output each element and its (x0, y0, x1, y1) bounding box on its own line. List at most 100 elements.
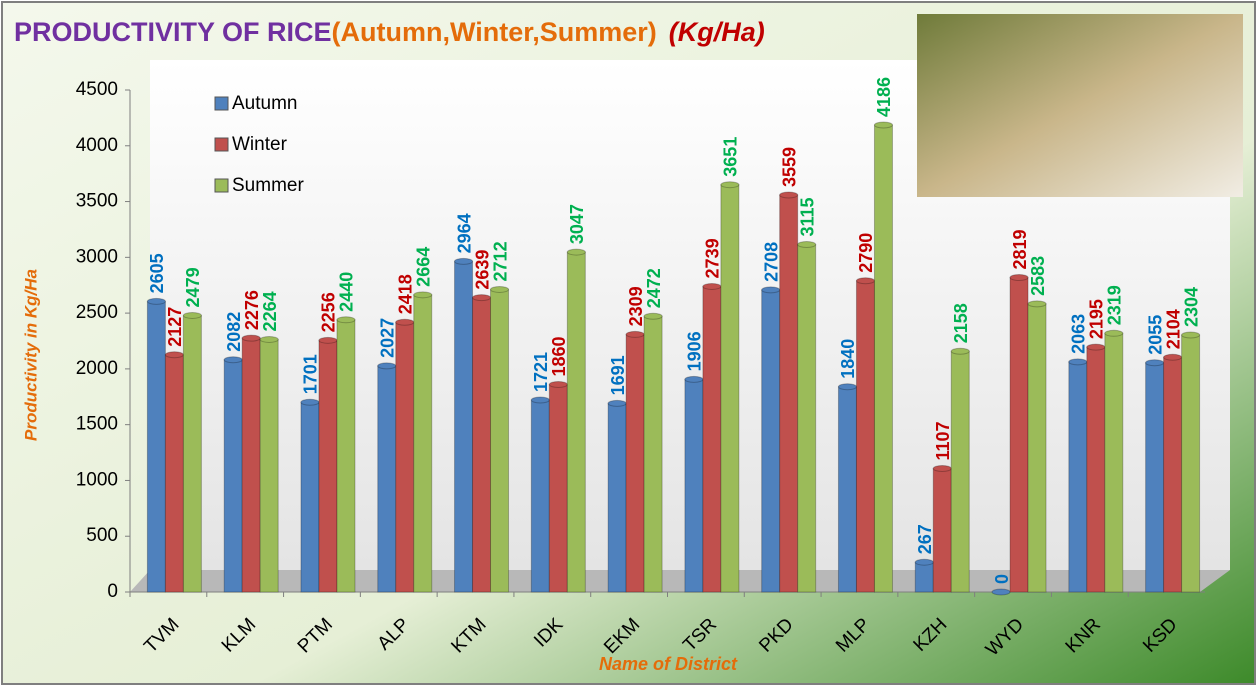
y-tick-label: 500 (86, 525, 118, 546)
bar-cap (491, 286, 509, 292)
data-label: 2082 (224, 312, 244, 352)
bar-cap (242, 335, 260, 341)
data-label: 1906 (685, 331, 705, 371)
y-tick-label: 2500 (76, 302, 118, 323)
bar-cap (780, 192, 798, 198)
bar (856, 281, 874, 592)
y-tick-label: 4500 (76, 79, 118, 100)
data-label: 1107 (933, 421, 953, 460)
bar-cap (1028, 301, 1046, 307)
bar (1146, 363, 1164, 592)
bar (414, 295, 432, 592)
bar-cap (762, 287, 780, 293)
chart-title: PRODUCTIVITY OF RICE(Autumn,Winter,Summe… (14, 17, 765, 47)
bar (1028, 304, 1046, 592)
bar-cap (378, 363, 396, 369)
bar (1164, 357, 1182, 592)
bar-cap (951, 348, 969, 354)
bar-cap (147, 298, 165, 304)
y-tick-label: 1500 (76, 414, 118, 435)
y-tick-label: 3500 (76, 191, 118, 212)
bar-cap (396, 319, 414, 325)
data-label: 3115 (797, 197, 817, 236)
bar (491, 289, 509, 592)
bar (608, 403, 626, 592)
bar (337, 320, 355, 592)
data-label: 2739 (703, 238, 723, 278)
bar (762, 290, 780, 592)
data-label: 2819 (1010, 229, 1030, 269)
title-sub: (Autumn,Winter,Summer) (332, 17, 657, 47)
data-label: 2708 (761, 242, 781, 282)
bar-cap (301, 399, 319, 405)
title-unit: (Kg/Ha) (669, 17, 765, 47)
bar-cap (992, 589, 1010, 595)
bar-cap (183, 312, 201, 318)
bar (1182, 335, 1200, 592)
bar (1087, 347, 1105, 592)
rice-photo (917, 14, 1243, 197)
bar (874, 125, 892, 592)
legend-swatch (215, 97, 228, 110)
data-label: 1840 (838, 339, 858, 379)
data-label: 1721 (531, 352, 551, 392)
data-label: 2583 (1028, 256, 1048, 296)
bar (165, 355, 183, 592)
bar-cap (608, 400, 626, 406)
data-label: 2276 (242, 290, 262, 330)
data-label: 2319 (1105, 285, 1125, 325)
bar (838, 387, 856, 592)
data-label: 2964 (454, 213, 474, 253)
bar-cap (224, 357, 242, 363)
data-label: 2063 (1069, 314, 1089, 354)
bar (319, 340, 337, 592)
bar-cap (721, 182, 739, 188)
legend-label: Autumn (232, 93, 297, 114)
bar-cap (1069, 359, 1087, 365)
data-label: 2027 (378, 318, 398, 358)
bar (1069, 362, 1087, 592)
data-label: 2605 (147, 253, 167, 293)
data-label: 1701 (301, 354, 321, 394)
bar-cap (549, 382, 567, 388)
y-tick-label: 1000 (76, 469, 118, 490)
bar (396, 322, 414, 592)
chart: PRODUCTIVITY OF RICE(Autumn,Winter,Summe… (0, 0, 1257, 686)
bar (685, 379, 703, 592)
data-label: 2712 (490, 241, 510, 281)
data-label: 2440 (337, 272, 357, 312)
bar (147, 301, 165, 592)
bar (644, 316, 662, 592)
bar-cap (838, 384, 856, 390)
data-label: 3047 (567, 204, 587, 244)
bar-cap (567, 249, 585, 255)
bar (260, 339, 278, 592)
bar (378, 366, 396, 592)
bar-cap (455, 258, 473, 264)
data-label: 2309 (626, 286, 646, 326)
data-label: 4186 (874, 77, 894, 117)
bar-cap (685, 376, 703, 382)
data-label: 2264 (260, 291, 280, 331)
y-tick-label: 2000 (76, 358, 118, 379)
bar (933, 469, 951, 592)
bar (242, 338, 260, 592)
data-label: 3651 (721, 137, 741, 177)
bar-cap (165, 352, 183, 358)
bar (780, 195, 798, 592)
data-label: 2104 (1163, 309, 1183, 349)
data-label: 2195 (1087, 299, 1107, 339)
bar (473, 298, 491, 592)
y-axis-label: Productivity in Kg/Ha (21, 269, 40, 441)
x-axis-label: Name of District (599, 654, 738, 674)
bar (721, 185, 739, 592)
data-label: 2158 (951, 303, 971, 343)
bar (183, 315, 201, 592)
data-label: 1691 (608, 355, 628, 395)
bar-cap (473, 295, 491, 301)
y-tick-label: 4000 (76, 135, 118, 156)
bar-cap (933, 466, 951, 472)
data-label: 2472 (644, 268, 664, 308)
bar-cap (531, 397, 549, 403)
bar (455, 261, 473, 592)
